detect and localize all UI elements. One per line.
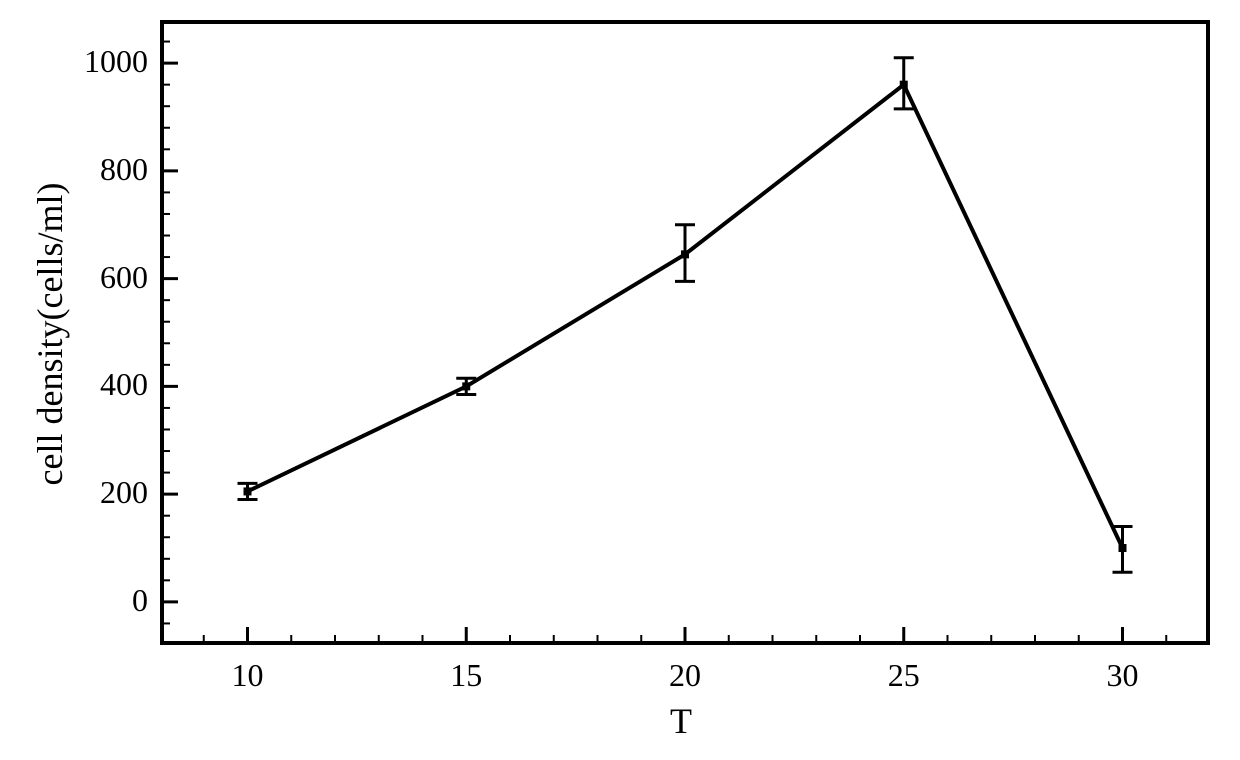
y-tick-label: 1000 [84,43,148,80]
x-tick-label: 10 [223,657,273,694]
x-tick-label: 20 [660,657,710,694]
y-tick-label: 400 [100,366,148,403]
y-tick-label: 0 [132,582,148,619]
chart-container: 10 15 20 25 30 0 200 400 600 800 1000 Tcell density… [0,0,1240,760]
x-tick-label: 15 [441,657,491,694]
x-tick-label: 30 [1098,657,1148,694]
x-tick-label: 25 [879,657,929,694]
y-axis-label: cell density(cells/ml) [29,154,71,514]
y-tick-label: 800 [100,151,148,188]
y-tick-label: 200 [100,474,148,511]
chart-svg [0,0,1240,760]
y-tick-label: 600 [100,259,148,296]
x-axis-label: T [670,700,692,742]
